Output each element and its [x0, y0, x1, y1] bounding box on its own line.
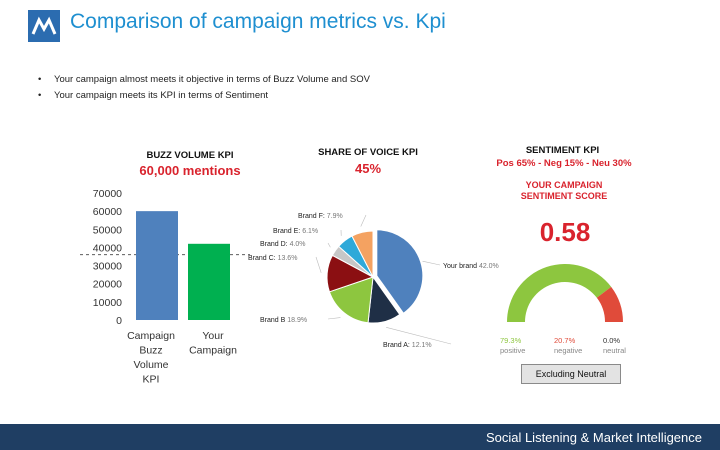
y-tick-label: 50000 — [93, 224, 122, 236]
pie-label-name: Brand F: — [298, 213, 327, 220]
sov-kpi-heading: SHARE OF VOICE KPI — [318, 147, 418, 158]
gauge-pos-label: positive — [500, 346, 526, 355]
y-tick-label: 10000 — [93, 297, 122, 309]
pie-label: Brand F: 7.9% — [298, 213, 343, 220]
pie-label-pct: 6.1% — [302, 228, 318, 235]
footer-text: Social Listening & Market Intelligence — [485, 430, 702, 445]
category-label: Campaign — [127, 330, 175, 342]
category-label: Buzz — [139, 345, 162, 357]
gauge-neu-label: neutral — [603, 346, 626, 355]
pie-label-pct: 42.0% — [479, 263, 499, 270]
sentiment-score-label: YOUR CAMPAIGN SENTIMENT SCORE — [520, 180, 608, 201]
pie-leader-line — [386, 327, 452, 345]
pie-label-pct: 13.6% — [278, 255, 298, 262]
category-label: Campaign — [189, 345, 237, 357]
pie-leader-line — [315, 256, 322, 273]
gauge-neg-pct: 20.7% — [554, 336, 576, 345]
gauge-segment — [507, 264, 612, 322]
y-tick-label: 20000 — [93, 279, 122, 291]
bar — [136, 211, 178, 320]
pie-label-pct: 12.1% — [412, 342, 432, 349]
pie-label-name: Brand E: — [273, 228, 302, 235]
sov-pie-chart: Your brand 42.0% Brand A: 12.1% Brand B 18… — [248, 213, 499, 349]
pie-label-name: Brand D: — [260, 241, 290, 248]
buzz-kpi-heading: BUZZ VOLUME KPI — [146, 150, 234, 161]
bullet-item: • Your campaign meets its KPI in terms of… — [38, 90, 269, 101]
pie-label-pct: 7.9% — [327, 213, 343, 220]
bullet-text: Your campaign almost meets it objective … — [54, 74, 370, 85]
sentiment-kpi-heading: SENTIMENT KPI — [525, 145, 600, 156]
pie-label: Brand E: 6.1% — [273, 228, 318, 235]
brand-logo — [28, 10, 60, 42]
bar — [188, 243, 230, 320]
pie-label: Brand D: 4.0% — [260, 241, 306, 248]
y-tick-label: 60000 — [93, 206, 122, 218]
pie-label-name: Brand C: — [248, 255, 278, 262]
logo-icon — [31, 16, 57, 35]
pie-slice — [376, 229, 424, 314]
pie-leader-line — [360, 214, 367, 227]
pie-label-pct: 4.0% — [290, 241, 306, 248]
pie-label-name: Brand A: — [383, 342, 412, 349]
category-label: Volume — [133, 359, 168, 371]
pie-label: Brand B 18.9% — [260, 317, 307, 324]
y-tick-label: 40000 — [93, 242, 122, 254]
pie-label: Brand A: 12.1% — [383, 342, 432, 349]
sentiment-breakdown: Pos 65% - Neg 15% - Neu 30% — [496, 158, 632, 169]
y-tick-label: 30000 — [93, 261, 122, 273]
pie-slice — [351, 230, 374, 278]
category-label: Your — [202, 330, 224, 342]
gauge-neu-pct: 0.0% — [603, 336, 621, 345]
category-label: KPI — [143, 374, 160, 386]
buzz-kpi-value: 60,000 mentions — [139, 163, 241, 178]
bullet-list: • Your campaign almost meets it objective… — [38, 72, 370, 104]
sentiment-gauge — [507, 264, 623, 322]
gauge-neg-label: negative — [554, 346, 583, 355]
y-tick-label: 0 — [116, 315, 122, 327]
pie-label: Brand C: 13.6% — [248, 255, 297, 262]
bullet-text: Your campaign meets its KPI in terms of … — [54, 90, 269, 101]
pie-leader-line — [327, 317, 341, 320]
pie-label-name: Your brand — [443, 263, 479, 270]
buzz-bar-chart: 0 10000 20000 30000 40000 50000 60000 70000 Cam… — [80, 188, 250, 386]
sov-kpi-value: 45% — [354, 161, 382, 176]
y-tick-label: 70000 — [93, 188, 122, 200]
excluding-neutral-button[interactable]: Excluding Neutral — [521, 364, 621, 384]
pie-label: Your brand 42.0% — [443, 263, 499, 270]
sentiment-score: 0.58 — [539, 217, 591, 247]
pie-leader-line — [422, 260, 441, 266]
bullet-item: • Your campaign almost meets it objective… — [38, 74, 370, 85]
pie-leader-line — [327, 242, 331, 248]
footer-bar — [0, 424, 720, 450]
page-title: Comparison of campaign metrics vs. Kpi — [70, 10, 446, 33]
pie-label-name: Brand B — [260, 317, 287, 324]
gauge-segment — [596, 286, 623, 322]
gauge-legend: 79.3% positive 20.7% negative 0.0% neutr… — [500, 336, 630, 360]
pie-label-pct: 18.9% — [287, 317, 307, 324]
gauge-pos-pct: 79.3% — [500, 336, 522, 345]
